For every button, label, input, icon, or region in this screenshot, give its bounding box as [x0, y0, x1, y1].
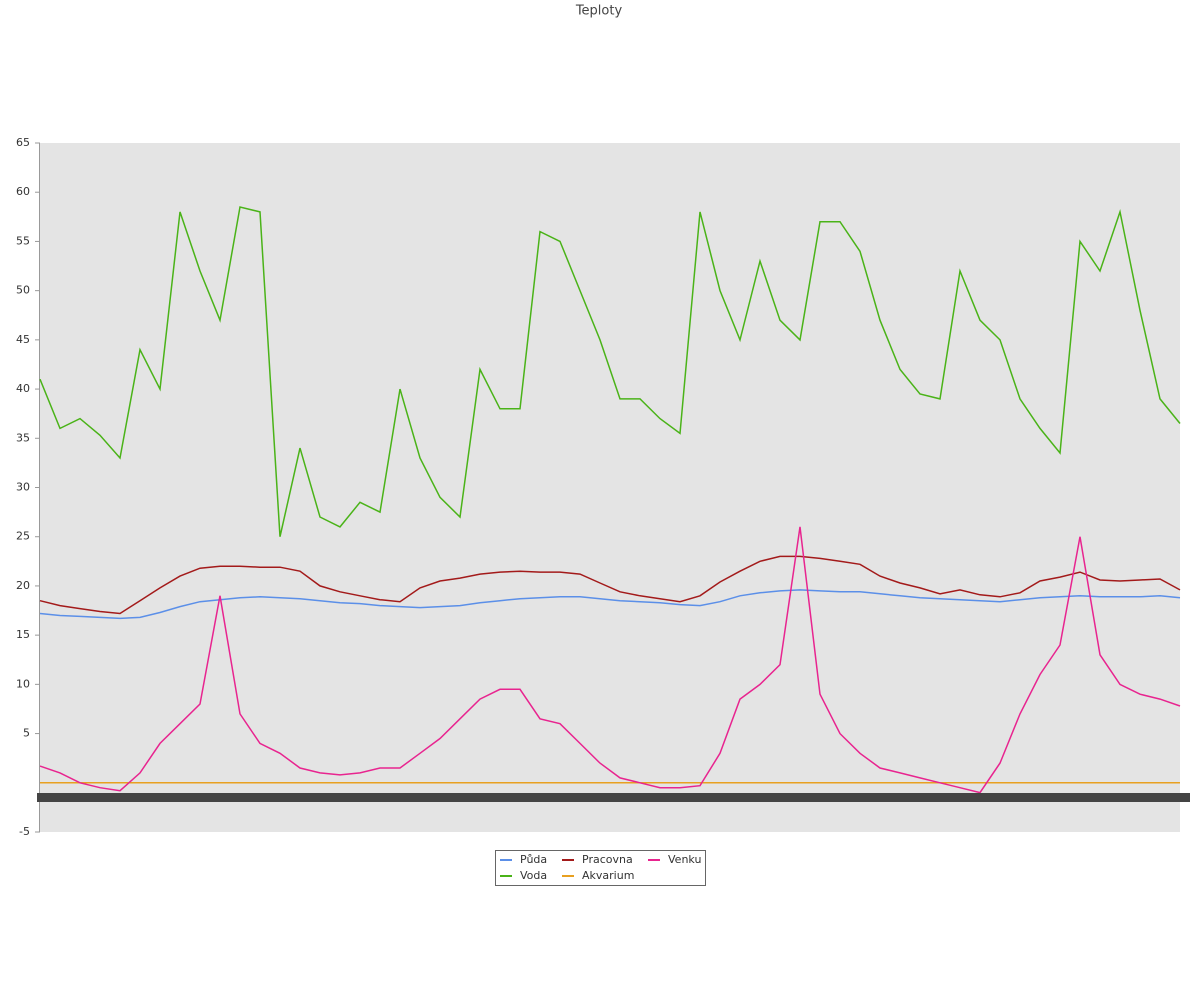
y-tick-label: 65 [16, 136, 30, 149]
y-tick-label: 25 [16, 530, 30, 543]
y-tick-label: 30 [16, 481, 30, 494]
x-tick-labels-overlap [37, 793, 1190, 802]
y-tick-label: 45 [16, 333, 30, 346]
y-tick-label: 10 [16, 677, 30, 690]
legend-label: Akvarium [582, 869, 634, 882]
series-line [39, 589, 1181, 620]
legend-label: Voda [520, 869, 547, 882]
legend-label: Venku [668, 853, 701, 866]
series-line [39, 526, 1181, 794]
y-tick-label: 50 [16, 284, 30, 297]
series-line [39, 555, 1181, 615]
y-tick-label: -5 [19, 825, 30, 838]
series-line [39, 206, 1181, 537]
y-tick-label: 15 [16, 628, 30, 641]
y-tick-label: 35 [16, 431, 30, 444]
legend-label: Pracovna [582, 853, 633, 866]
y-tick-label: 55 [16, 234, 30, 247]
y-tick-label: 60 [16, 185, 30, 198]
chart-title: Teploty [575, 4, 623, 19]
y-tick-label: 5 [23, 727, 30, 740]
legend [495, 850, 706, 886]
y-tick-label: 40 [16, 382, 30, 395]
y-tick-label: 20 [16, 579, 30, 592]
plot-area [40, 143, 1180, 832]
legend-label: Půda [520, 853, 547, 866]
